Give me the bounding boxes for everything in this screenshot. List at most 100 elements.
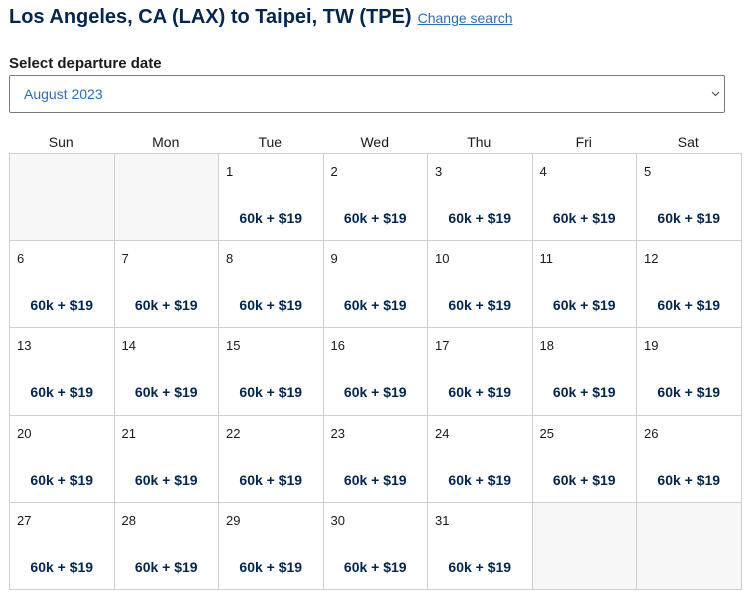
- day-cell[interactable]: 10 60k + $19: [428, 241, 533, 329]
- day-number: 10: [435, 251, 450, 267]
- change-search-link[interactable]: Change search: [417, 10, 513, 26]
- day-cell[interactable]: 19 60k + $19: [637, 328, 742, 416]
- day-number: 9: [330, 251, 338, 267]
- chevron-down-icon: [710, 89, 720, 99]
- empty-day-cell: [114, 154, 219, 242]
- day-cell[interactable]: 11 60k + $19: [532, 241, 637, 329]
- weekday-header: Thu: [467, 134, 492, 150]
- day-price: 60k + $19: [552, 210, 616, 226]
- day-cell[interactable]: 23 60k + $19: [323, 415, 428, 503]
- day-cell[interactable]: 15 60k + $19: [219, 328, 324, 416]
- day-price: 60k + $19: [239, 297, 303, 314]
- weekday-header: Tue: [258, 134, 283, 150]
- departure-date-label: Select departure date: [9, 55, 162, 72]
- day-number: 20: [17, 425, 32, 441]
- route-title: Los Angeles, CA (LAX) to Taipei, TW (TPE…: [9, 6, 412, 28]
- day-price: 60k + $19: [30, 384, 94, 401]
- day-number: 6: [17, 251, 25, 267]
- weekday-header-row: Sun Mon Tue Wed Thu Fri Sat: [9, 131, 742, 153]
- search-header: Los Angeles, CA (LAX) to Taipei, TW (TPE…: [9, 6, 513, 29]
- day-price: 60k + $19: [552, 297, 616, 314]
- day-number: 29: [226, 512, 241, 528]
- weekday-header: Sat: [677, 134, 699, 150]
- day-price: 60k + $19: [134, 297, 198, 314]
- day-number: 8: [226, 251, 234, 267]
- day-number: 2: [330, 164, 338, 179]
- day-number: 25: [539, 425, 554, 441]
- day-cell[interactable]: 29 60k + $19: [219, 502, 324, 590]
- day-price: 60k + $19: [239, 471, 303, 488]
- day-number: 27: [17, 512, 32, 528]
- day-price: 60k + $19: [134, 558, 198, 575]
- day-price: 60k + $19: [657, 297, 721, 314]
- day-cell[interactable]: 18 60k + $19: [532, 328, 637, 416]
- day-cell[interactable]: 21 60k + $19: [114, 415, 219, 503]
- empty-day-cell: [637, 502, 742, 590]
- day-price: 60k + $19: [343, 210, 407, 226]
- day-price: 60k + $19: [343, 471, 407, 488]
- day-number: 30: [330, 512, 345, 528]
- day-price: 60k + $19: [448, 210, 512, 226]
- day-number: 21: [121, 425, 136, 441]
- day-number: 17: [435, 338, 450, 354]
- day-price: 60k + $19: [552, 384, 616, 401]
- day-cell[interactable]: 22 60k + $19: [219, 415, 324, 503]
- day-number: 28: [121, 512, 136, 528]
- day-number: 4: [539, 164, 547, 179]
- day-number: 19: [644, 338, 659, 354]
- calendar: Sun Mon Tue Wed Thu Fri Sat 1 60k + $19 2 60k + $…: [9, 131, 742, 590]
- day-number: 3: [435, 164, 443, 179]
- day-price: 60k + $19: [239, 210, 303, 226]
- month-select[interactable]: August 2023: [9, 75, 725, 113]
- day-cell[interactable]: 28 60k + $19: [114, 502, 219, 590]
- day-cell[interactable]: 31 60k + $19: [428, 502, 533, 590]
- day-price: 60k + $19: [448, 297, 512, 314]
- day-cell[interactable]: 1 60k + $19: [219, 154, 324, 242]
- day-cell[interactable]: 6 60k + $19: [10, 241, 115, 329]
- day-number: 16: [330, 338, 345, 354]
- day-number: 12: [644, 251, 659, 267]
- day-cell[interactable]: 12 60k + $19: [637, 241, 742, 329]
- day-cell[interactable]: 5 60k + $19: [637, 154, 742, 242]
- weekday-header: Wed: [360, 134, 390, 150]
- day-cell[interactable]: 25 60k + $19: [532, 415, 637, 503]
- day-price: 60k + $19: [657, 471, 721, 488]
- day-number: 18: [539, 338, 554, 354]
- day-number: 15: [226, 338, 241, 354]
- day-cell[interactable]: 24 60k + $19: [428, 415, 533, 503]
- day-price: 60k + $19: [134, 471, 198, 488]
- day-cell[interactable]: 8 60k + $19: [219, 241, 324, 329]
- day-number: 24: [435, 425, 450, 441]
- day-cell[interactable]: 14 60k + $19: [114, 328, 219, 416]
- day-price: 60k + $19: [448, 471, 512, 488]
- empty-day-cell: [532, 502, 637, 590]
- day-price: 60k + $19: [30, 471, 94, 488]
- day-number: 13: [17, 338, 32, 354]
- day-cell[interactable]: 7 60k + $19: [114, 241, 219, 329]
- day-number: 5: [644, 164, 652, 179]
- day-number: 14: [121, 338, 136, 354]
- day-number: 31: [435, 512, 450, 528]
- day-price: 60k + $19: [134, 384, 198, 401]
- day-number: 22: [226, 425, 241, 441]
- day-cell[interactable]: 9 60k + $19: [323, 241, 428, 329]
- day-price: 60k + $19: [343, 558, 407, 575]
- day-cell[interactable]: 26 60k + $19: [637, 415, 742, 503]
- day-price: 60k + $19: [657, 384, 721, 401]
- day-cell[interactable]: 16 60k + $19: [323, 328, 428, 416]
- day-price: 60k + $19: [343, 297, 407, 314]
- day-cell[interactable]: 4 60k + $19: [532, 154, 637, 242]
- day-number: 26: [644, 425, 659, 441]
- day-cell[interactable]: 27 60k + $19: [10, 502, 115, 590]
- day-number: 1: [226, 164, 234, 179]
- day-cell[interactable]: 13 60k + $19: [10, 328, 115, 416]
- day-cell[interactable]: 20 60k + $19: [10, 415, 115, 503]
- day-cell[interactable]: 30 60k + $19: [323, 502, 428, 590]
- day-number: 11: [539, 251, 554, 267]
- day-cell[interactable]: 3 60k + $19: [428, 154, 533, 242]
- day-number: 7: [121, 251, 129, 267]
- day-cell[interactable]: 2 60k + $19: [323, 154, 428, 242]
- weekday-header: Mon: [152, 134, 180, 150]
- day-cell[interactable]: 17 60k + $19: [428, 328, 533, 416]
- day-price: 60k + $19: [343, 384, 407, 401]
